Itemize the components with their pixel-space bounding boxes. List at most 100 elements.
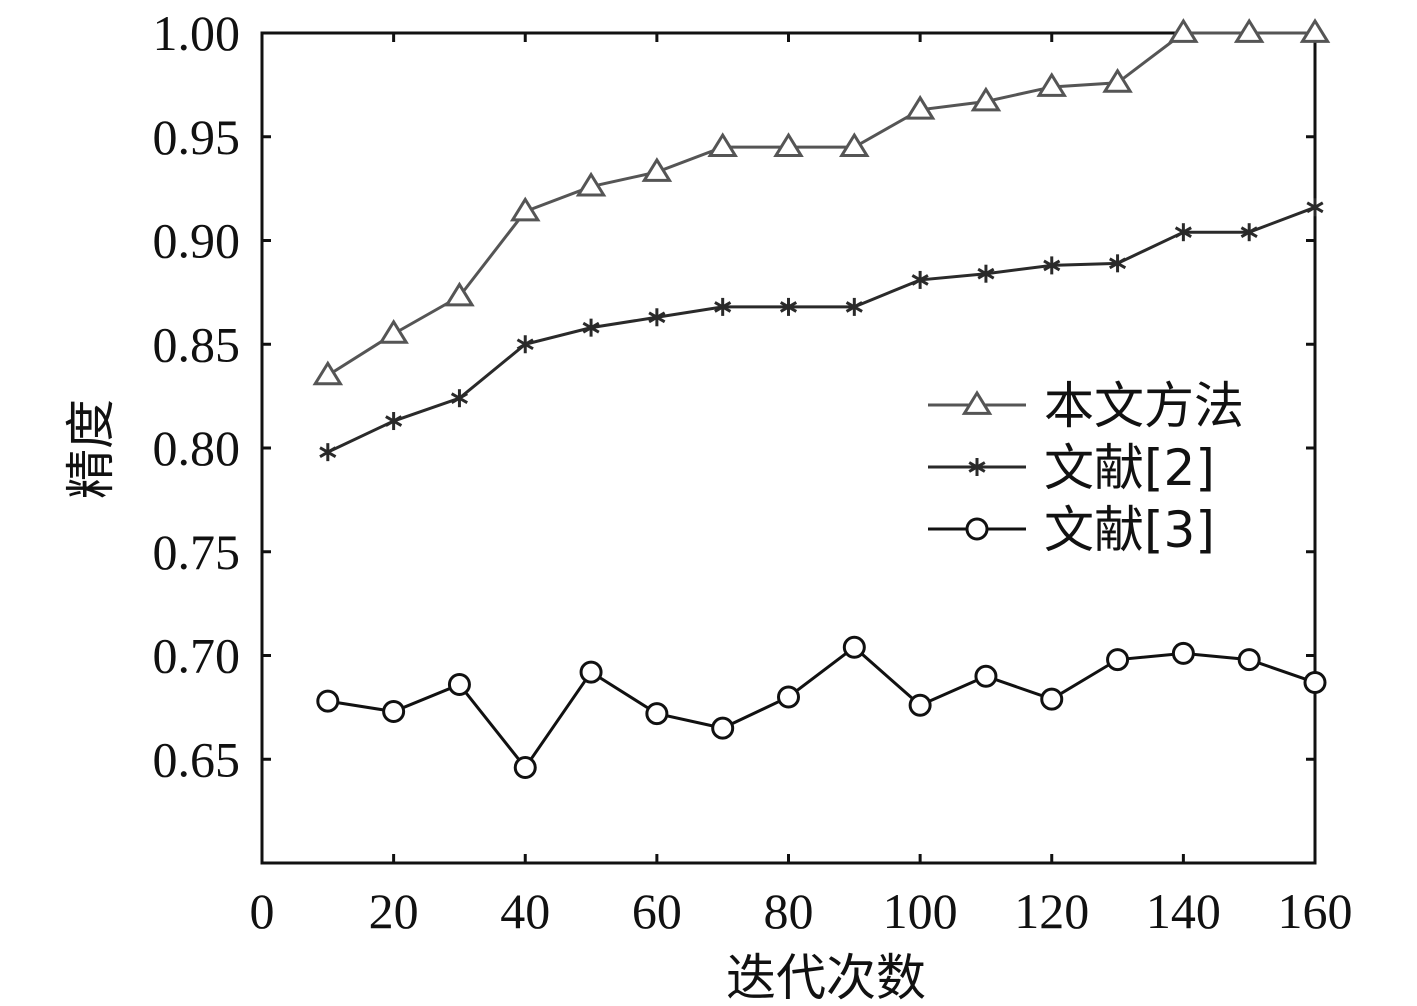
series-3 [316,635,1327,780]
data-point [648,308,666,327]
data-point [714,297,732,316]
data-point [1040,687,1064,711]
data-point [1233,18,1265,43]
legend-label: 本文方法 [1044,377,1244,435]
data-point [312,360,344,386]
data-point [1240,223,1258,242]
data-point [641,157,673,182]
y-tick-label: 0.90 [153,213,241,269]
axes: 0 20 40 60 80 100 120 140 160 0.65 0.70 0.75 0.80 0.8… [153,5,1353,939]
x-tick-label: 20 [369,883,419,939]
asterisk-stroke [779,301,798,313]
asterisk-stroke [845,301,863,313]
data-point [904,94,936,120]
data-point [645,702,669,726]
asterisk-stroke [1240,226,1258,238]
asterisk-stroke [450,392,468,404]
x-tick-label: 60 [632,883,682,939]
asterisk-stroke [1174,226,1192,238]
y-tick-label: 1.00 [153,5,241,61]
legend-entry-3: 文献[3] [928,501,1215,559]
data-point [977,264,995,283]
data-point [779,297,798,316]
legend-marker [961,390,993,415]
data-point [316,689,340,713]
data-point [1174,223,1192,242]
x-tick-label: 100 [883,883,958,939]
legend-entry-2: 文献[2] [928,439,1215,497]
data-point [707,132,738,158]
asterisk-stroke [582,321,600,334]
asterisk-stroke [911,274,929,286]
x-tick-label: 80 [764,883,814,939]
y-tick-label: 0.75 [153,524,241,580]
data-point [1303,670,1327,694]
data-point [1168,18,1199,43]
data-point [1171,641,1195,665]
asterisk-stroke [648,311,666,324]
asterisk-stroke [714,301,732,313]
data-point [1109,254,1127,273]
x-tick-label: 140 [1146,883,1221,939]
data-point [1106,648,1130,672]
data-point [842,635,866,659]
y-tick-label: 0.70 [153,628,241,684]
data-point [582,318,600,337]
y-axis-title: 精度 [62,399,120,499]
series-line [327,645,1316,771]
data-point [444,281,475,307]
data-point [1299,18,1331,43]
data-point [845,297,863,316]
asterisk-stroke [968,461,986,473]
data-point [378,319,409,344]
data-point [509,196,541,222]
asterisk-stroke [385,415,403,427]
asterisk-stroke [977,267,995,280]
series-line [327,205,1316,454]
x-tick-label: 120 [1014,883,1089,939]
y-tick-label: 0.95 [153,109,241,165]
data-point [974,664,998,688]
data-point [777,685,800,709]
legend-label: 文献[3] [1044,501,1215,559]
asterisk-stroke [1306,201,1324,214]
data-point [1102,67,1133,93]
data-point [839,132,870,158]
y-tick-label: 0.85 [153,316,241,372]
data-point [1036,72,1068,97]
x-tick-label: 40 [500,883,550,939]
data-point [385,412,403,431]
series-line [327,31,1315,377]
asterisk-stroke [319,446,337,458]
asterisk-stroke [1109,257,1127,270]
data-point [319,443,337,462]
data-point [579,660,603,684]
legend-entry-1: 本文方法 [928,377,1244,435]
data-point [450,389,468,408]
series-layer [312,18,1331,780]
series-1 [312,18,1331,386]
data-point [447,673,471,697]
data-point [1043,256,1061,275]
data-point [1237,648,1261,672]
y-tick-label: 0.80 [153,420,241,476]
data-point [970,86,1002,112]
asterisk-stroke [1043,259,1061,272]
asterisk-stroke [516,338,534,351]
legend-marker [965,517,989,541]
data-point [575,171,607,197]
x-axis-title: 迭代次数 [726,949,926,1006]
data-point [513,756,537,780]
data-point [1306,198,1324,217]
legend-label: 文献[2] [1044,439,1215,497]
data-point [382,700,406,724]
data-point [711,716,735,740]
data-point [908,693,932,717]
x-tick-label: 160 [1278,883,1353,939]
series-2 [319,198,1324,462]
y-tick-label: 0.65 [153,731,241,787]
legend-marker [968,458,986,476]
data-point [911,270,929,289]
